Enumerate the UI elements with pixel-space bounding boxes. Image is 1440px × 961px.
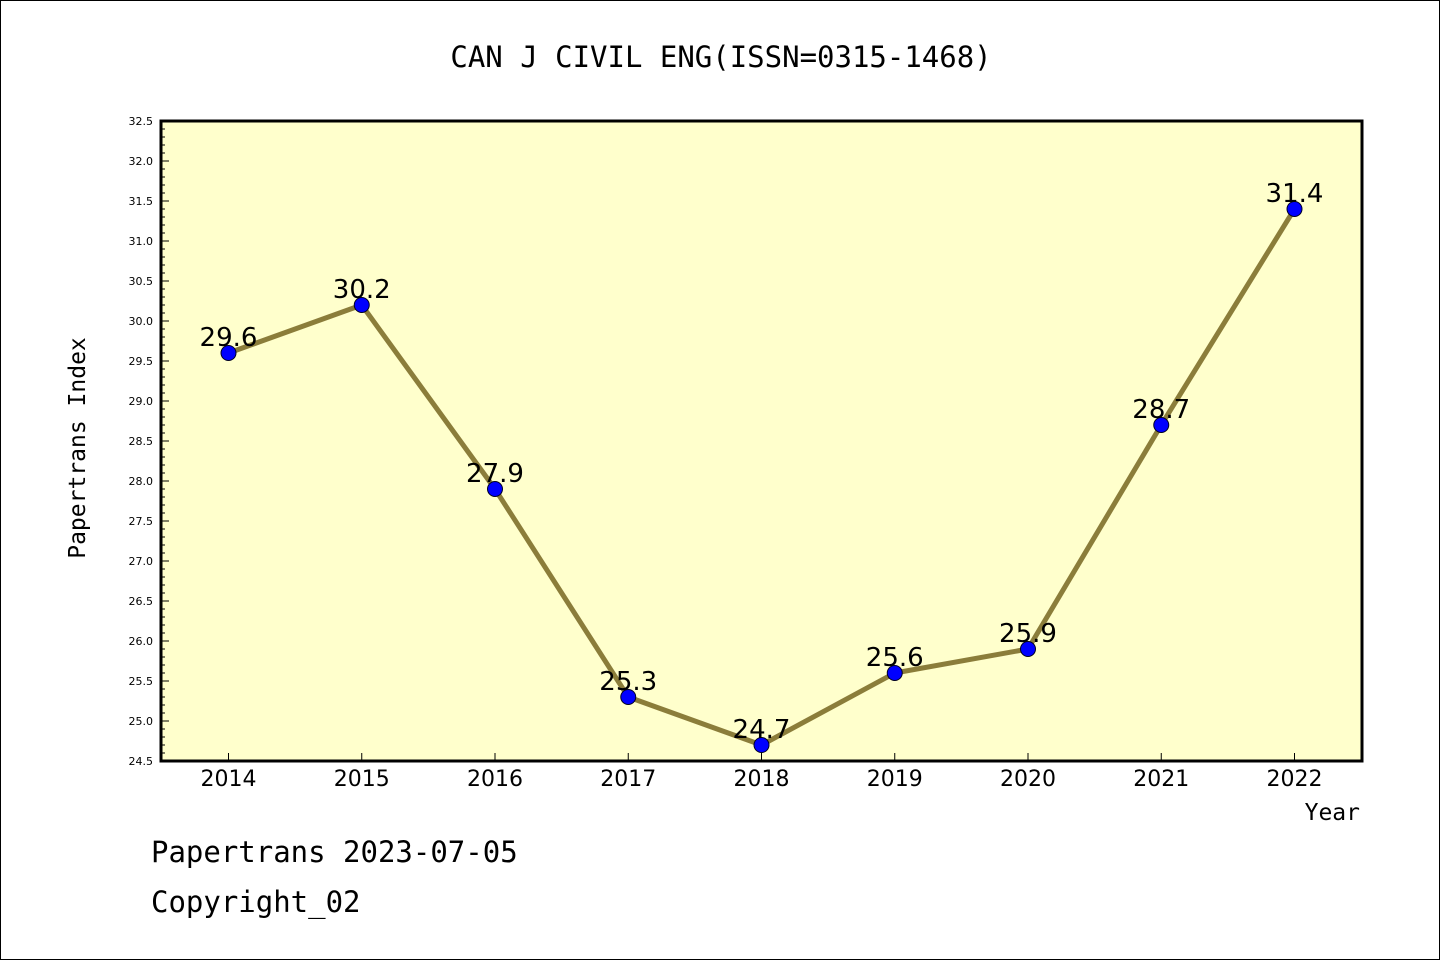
- data-label: 28.7: [1132, 395, 1190, 425]
- data-labels: 29.6 30.2 27.9 25.3 24.7 25.6 25.9 28.7 31.4: [200, 179, 1324, 745]
- x-axis-ticks: 2014 2015 2016 2017 2018 2019 2020 2021 2022: [201, 753, 1323, 792]
- y-tick-label: 27.5: [129, 515, 154, 528]
- y-tick-label: 26.5: [129, 595, 154, 608]
- y-tick-label: 28.0: [129, 475, 154, 488]
- x-tick-label: 2016: [467, 767, 523, 792]
- y-axis-label: Papertrans Index: [65, 337, 91, 559]
- x-tick-label: 2021: [1133, 767, 1189, 792]
- data-point-marker: [487, 481, 503, 497]
- y-tick-label: 30.0: [129, 315, 154, 328]
- y-tick-label: 29.5: [129, 355, 154, 368]
- y-axis-ticks: 24.5 25.0 25.5 26.0 26.5 27.0 27.5 28.0 28.5 29.0…: [129, 115, 169, 768]
- data-label: 31.4: [1266, 179, 1324, 209]
- data-point-marker: [353, 297, 370, 313]
- y-tick-label: 25.0: [129, 715, 154, 728]
- data-label: 25.9: [999, 619, 1057, 649]
- data-point-marker: [220, 345, 237, 361]
- footer-copyright-text: Copyright_02: [151, 885, 361, 919]
- data-point-marker: [1153, 417, 1170, 433]
- y-tick-label: 32.0: [129, 155, 154, 168]
- x-tick-label: 2020: [1000, 767, 1056, 792]
- y-tick-label: 25.5: [129, 675, 154, 688]
- y-tick-label: 24.5: [129, 755, 154, 768]
- data-label: 27.9: [466, 459, 524, 489]
- x-tick-label: 2015: [334, 767, 390, 792]
- y-tick-label: 28.5: [129, 435, 154, 448]
- x-tick-label: 2019: [867, 767, 923, 792]
- data-markers: [220, 201, 1303, 753]
- data-label: 29.6: [200, 323, 258, 353]
- plot-area: [161, 121, 1362, 761]
- data-label: 30.2: [333, 275, 391, 305]
- y-tick-label: 31.0: [129, 235, 154, 248]
- x-tick-label: 2014: [201, 767, 257, 792]
- y-tick-label: 32.5: [129, 115, 154, 128]
- y-tick-label: 31.5: [129, 195, 154, 208]
- data-label: 25.6: [866, 643, 924, 673]
- x-tick-label: 2022: [1267, 767, 1323, 792]
- y-tick-label: 29.0: [129, 395, 154, 408]
- data-point-marker: [1286, 201, 1303, 217]
- y-tick-label: 26.0: [129, 635, 154, 648]
- footer-date-text: Papertrans 2023-07-05: [151, 835, 518, 869]
- data-point-marker: [886, 665, 903, 681]
- x-tick-label: 2018: [734, 767, 790, 792]
- x-tick-label: 2017: [600, 767, 656, 792]
- data-label: 24.7: [733, 715, 791, 745]
- chart-title: CAN J CIVIL ENG(ISSN=0315-1468): [450, 40, 991, 74]
- data-point-marker: [753, 737, 770, 753]
- y-tick-label: 30.5: [129, 275, 154, 288]
- plot-border: [159, 119, 1364, 763]
- data-point-marker: [1020, 641, 1036, 657]
- y-tick-label: 27.0: [129, 555, 154, 568]
- data-label: 25.3: [599, 667, 657, 697]
- data-point-marker: [620, 689, 637, 705]
- x-axis-label: Year: [1305, 800, 1360, 826]
